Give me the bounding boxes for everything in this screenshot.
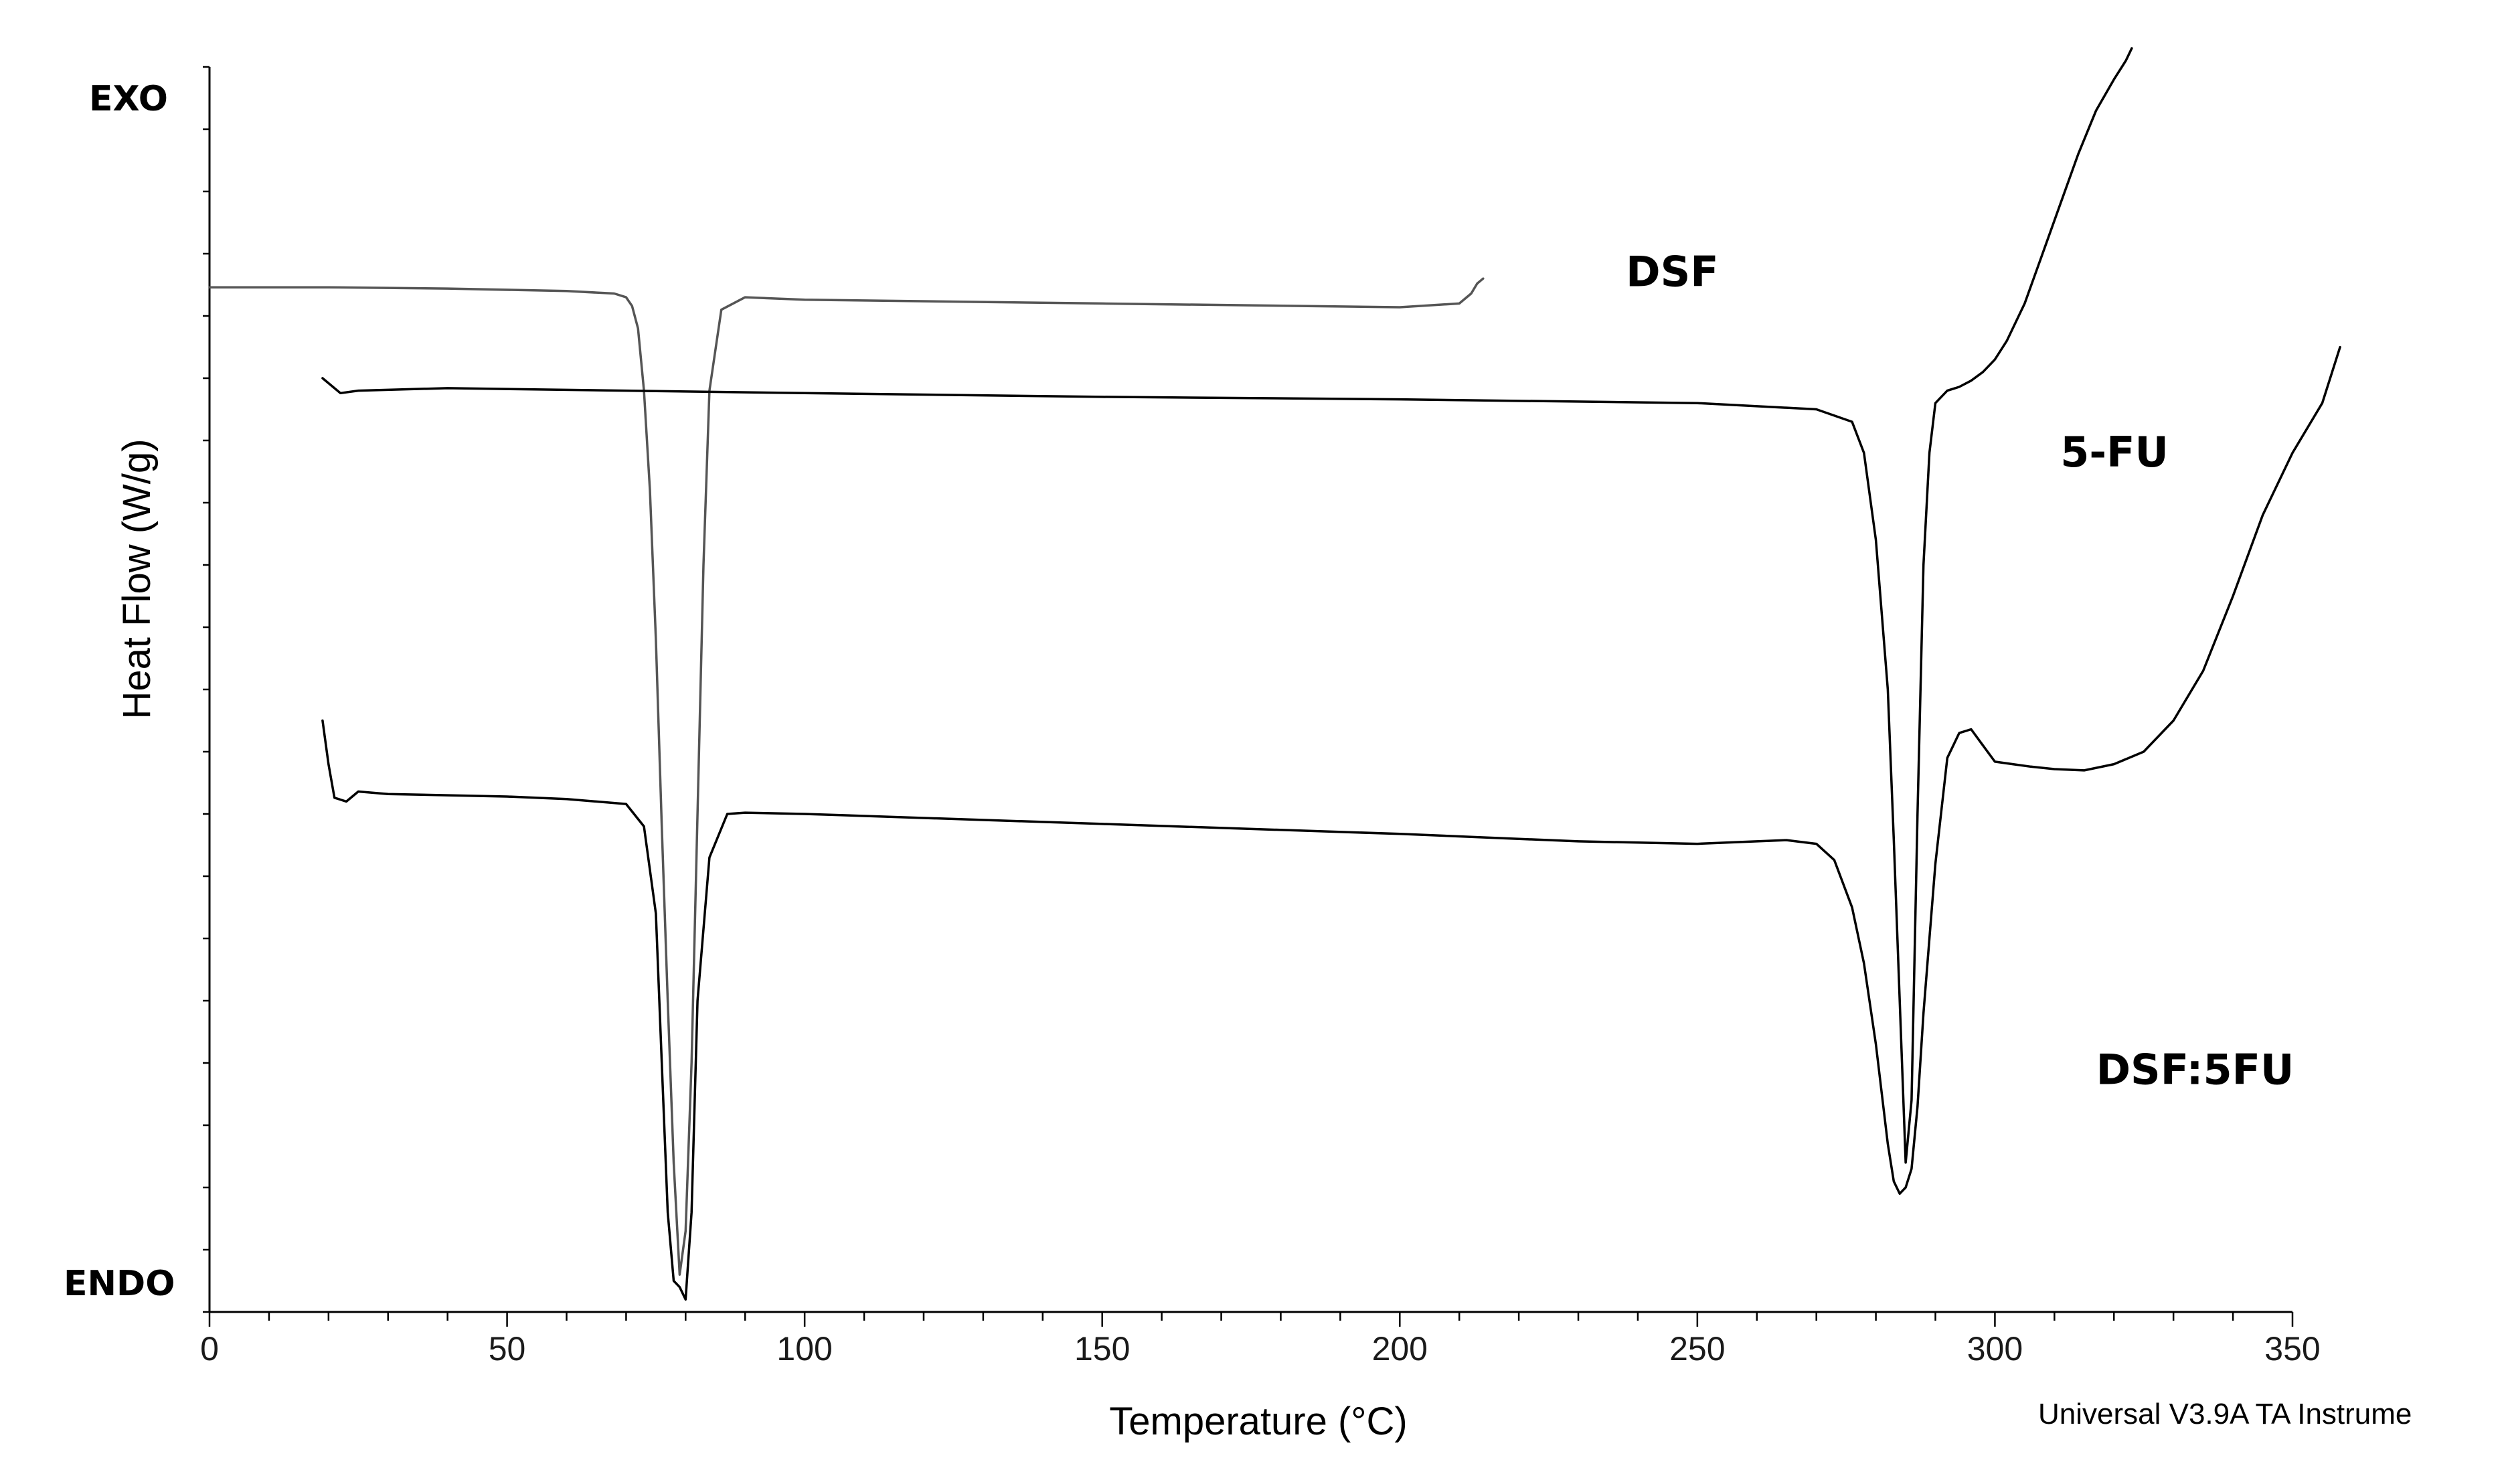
x-tick-label: 0 xyxy=(200,1330,219,1368)
x-tick-label: 250 xyxy=(1669,1330,1725,1368)
series-line-dsf xyxy=(208,277,1485,1276)
exo-label: EXO xyxy=(89,79,168,119)
series-label-dsf-5fu: DSF:5FU xyxy=(2096,1046,2294,1094)
footer-software-note: Universal V3.9A TA Instrume xyxy=(2038,1398,2412,1430)
series-line-dsf-5fu xyxy=(321,345,2341,1301)
x-tick-label: 100 xyxy=(776,1330,832,1368)
series-label-5-fu: 5-FU xyxy=(2060,428,2169,477)
y-axis-ticks xyxy=(203,66,210,1313)
series-line-5-fu xyxy=(321,47,2133,1164)
x-tick-label: 50 xyxy=(489,1330,526,1368)
endo-label: ENDO xyxy=(64,1264,175,1304)
x-axis-ticks xyxy=(208,1312,2294,1327)
series-label-dsf: DSF xyxy=(1626,247,1718,296)
x-tick-label: 200 xyxy=(1372,1330,1428,1368)
x-tick-label: 350 xyxy=(2264,1330,2320,1368)
x-axis-title: Temperature (°C) xyxy=(1109,1400,1407,1443)
x-axis-tick-labels: 0 50 100 150 200 250 300 350 xyxy=(200,1330,2321,1368)
x-tick-label: 300 xyxy=(1967,1330,2023,1368)
y-axis-title: Heat Flow (W/g) xyxy=(115,439,159,720)
series-labels: DSF 5-FU DSF:5FU xyxy=(1626,247,2294,1094)
series-traces xyxy=(208,47,2341,1301)
x-tick-label: 150 xyxy=(1074,1330,1130,1368)
